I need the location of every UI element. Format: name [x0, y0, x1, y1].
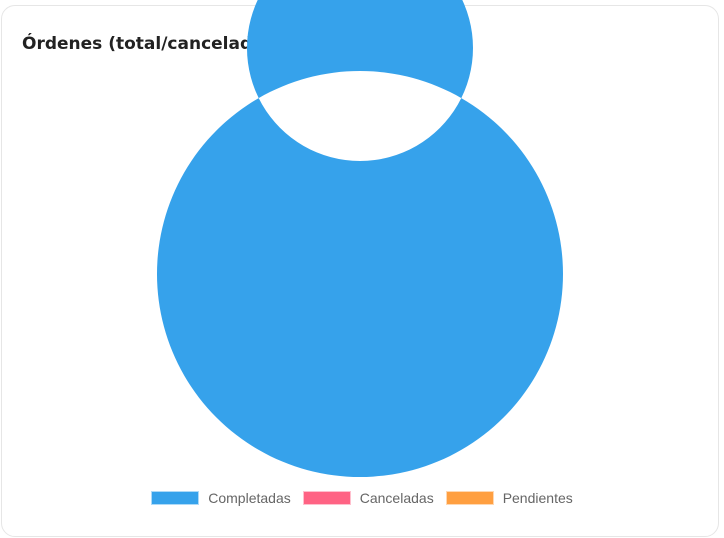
legend-item-pendientes[interactable]: Pendientes: [445, 490, 573, 506]
legend-item-completadas[interactable]: Completadas: [151, 490, 291, 506]
legend-swatch: [302, 491, 351, 505]
legend-label: Completadas: [208, 490, 291, 506]
chart-legend: Completadas Canceladas Pendientes: [0, 490, 724, 506]
slice-completadas[interactable]: [156, 0, 563, 477]
legend-swatch: [151, 491, 200, 505]
legend-item-canceladas[interactable]: Canceladas: [302, 490, 434, 506]
legend-label: Canceladas: [359, 490, 434, 506]
legend-swatch: [445, 491, 494, 505]
legend-label: Pendientes: [502, 490, 573, 506]
